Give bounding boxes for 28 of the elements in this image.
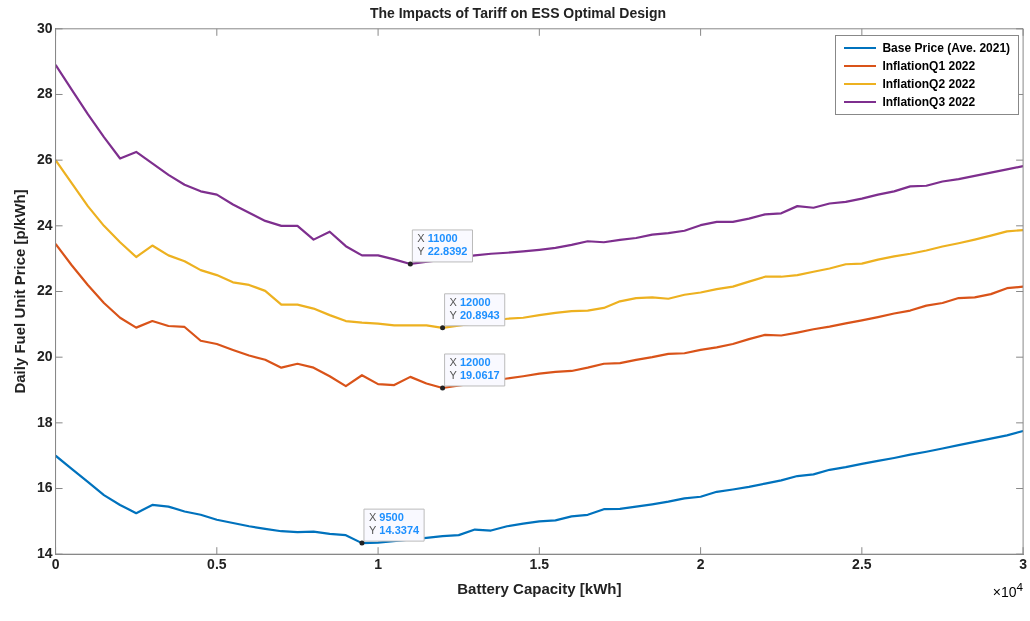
x-tick-label: 1.5: [529, 556, 550, 573]
y-tick-label: 20: [36, 348, 53, 365]
y-tick-label: 14: [36, 545, 53, 562]
y-tick-label: 28: [36, 85, 53, 102]
y-tick-label: 26: [36, 151, 53, 168]
annotation: X 9500 Y 14.3374: [368, 511, 420, 537]
y-tick-label: 22: [36, 282, 53, 299]
y-axis-title: Daily Fuel Unit Price [p/kWh]: [11, 189, 29, 394]
legend-label: InflationQ3 2022: [882, 94, 976, 109]
y-tick-label: 30: [36, 19, 53, 36]
legend-label: Base Price (Ave. 2021): [882, 40, 1011, 55]
x-tick-label: 3: [1019, 556, 1028, 573]
x-axis-title: Battery Capacity [kWh]: [457, 580, 622, 598]
y-tick-label: 16: [36, 479, 53, 496]
annotation: X 12000 Y 19.0617: [449, 356, 500, 382]
y-tick-label: 18: [36, 413, 53, 430]
x-tick-label: 2.5: [852, 556, 872, 573]
x-tick-label: 0: [51, 556, 60, 573]
annotation: X 12000 Y 20.8943: [449, 295, 500, 321]
y-tick-label: 24: [36, 216, 53, 233]
text: ×10$^{4}$: [992, 580, 1024, 600]
legend-label: InflationQ1 2022: [882, 58, 976, 73]
legend-label: InflationQ2 2022: [882, 76, 976, 91]
chart-title: The Impacts of Tariff on ESS Optimal Design: [369, 5, 667, 22]
x-tick-label: 1: [374, 556, 383, 573]
x-tick-label: 0.5: [207, 556, 227, 573]
x-tick-label: 2: [696, 556, 705, 573]
annotation: X 11000 Y 22.8392: [417, 231, 468, 257]
